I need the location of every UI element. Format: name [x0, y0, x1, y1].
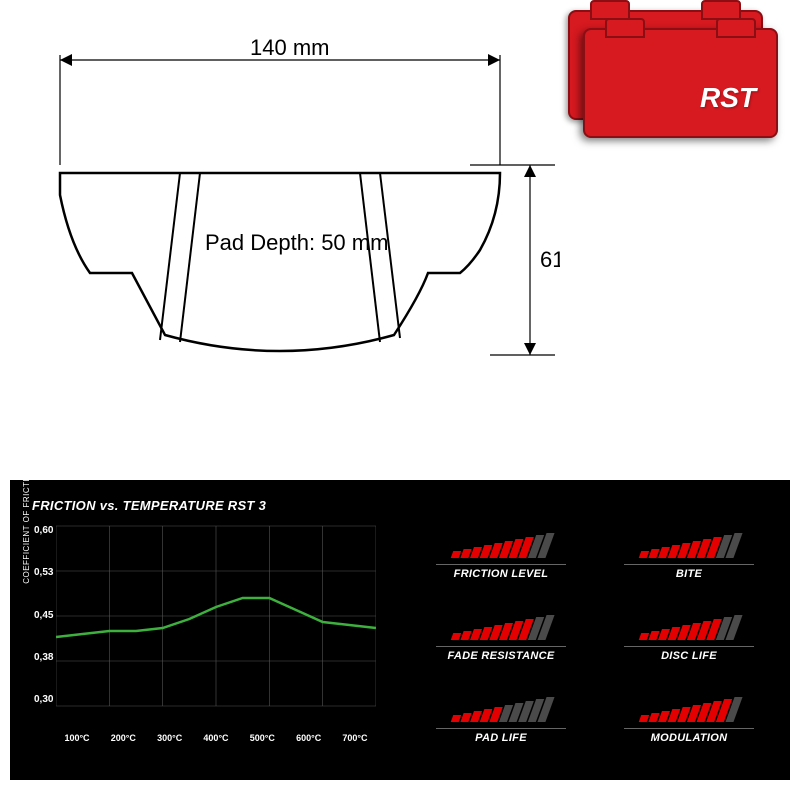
width-label: 140 mm [250, 35, 329, 60]
rating-disc-life: DISC LIFE [610, 610, 768, 668]
chart-title: FRICTION vs. TEMPERATURE RST 3 [32, 498, 402, 513]
x-ticks: 100°C200°C300°C400°C500°C600°C700°C [56, 733, 376, 743]
y-axis-label: COEFFICIENT OF FRICTION [22, 466, 31, 584]
height-label: 61 mm [540, 247, 560, 272]
depth-label: Pad Depth: 50 mm [205, 230, 388, 255]
brand-logo: RST [700, 82, 756, 114]
ratings-grid: FRICTION LEVEL BITE FADE RESISTANCE DISC LI… [402, 498, 768, 770]
friction-chart: FRICTION vs. TEMPERATURE RST 3 COEFFICIE… [32, 498, 402, 770]
product-image: RST [558, 10, 778, 145]
technical-drawing-section: RST 140 mm 61 mm Pad Depth: 5 [0, 0, 800, 460]
rating-modulation: MODULATION [610, 692, 768, 750]
y-ticks: 0,600,530,450,380,30 [34, 525, 53, 705]
technical-drawing: 140 mm 61 mm Pad Depth: 50 mm [0, 35, 560, 455]
rating-bite: BITE [610, 528, 768, 586]
rating-fade-resistance: FADE RESISTANCE [422, 610, 580, 668]
rating-friction-level: FRICTION LEVEL [422, 528, 580, 586]
rating-pad-life: PAD LIFE [422, 692, 580, 750]
performance-panel: FRICTION vs. TEMPERATURE RST 3 COEFFICIE… [10, 480, 790, 780]
chart-plot [56, 521, 376, 711]
